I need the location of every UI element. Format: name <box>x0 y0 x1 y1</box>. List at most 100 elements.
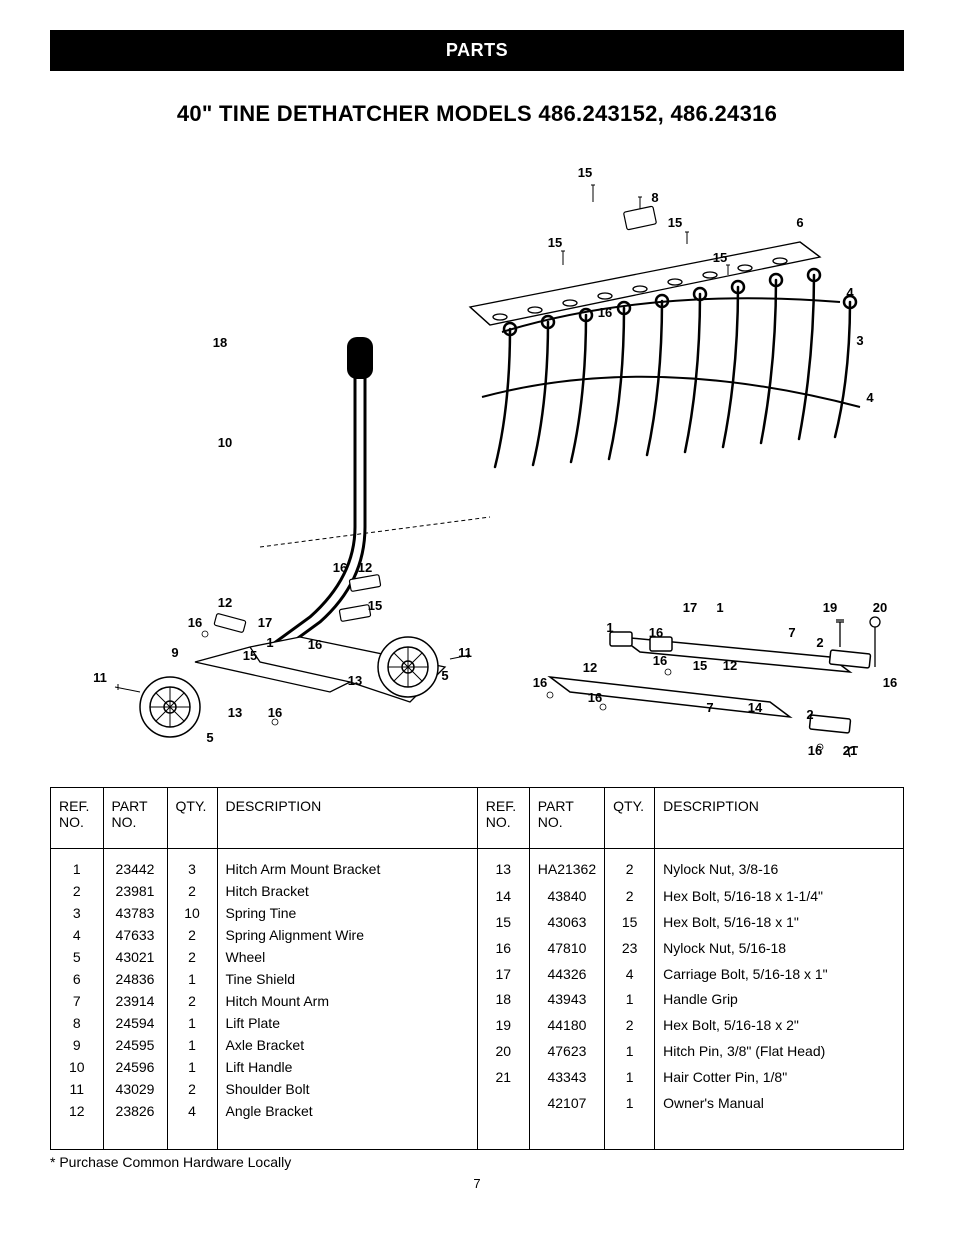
cell-qty: 2 <box>605 885 655 911</box>
cell-ref: 12 <box>51 1100 103 1149</box>
cell-part: 44180 <box>529 1014 604 1040</box>
table-row: 18439431Handle Grip <box>477 988 903 1014</box>
cell-part: 23981 <box>103 880 167 902</box>
table-row: 34378310Spring Tine <box>51 902 477 924</box>
cell-desc: Angle Bracket <box>217 1100 477 1149</box>
svg-text:4: 4 <box>866 390 874 405</box>
cell-part: 43840 <box>529 885 604 911</box>
cell-qty: 1 <box>167 1012 217 1034</box>
cell-ref: 6 <box>51 968 103 990</box>
cell-desc: Hitch Pin, 3/8" (Flat Head) <box>655 1040 903 1066</box>
svg-text:4: 4 <box>846 285 854 300</box>
svg-text:12: 12 <box>218 595 232 610</box>
cell-qty: 4 <box>167 1100 217 1149</box>
table-row: 9245951Axle Bracket <box>51 1034 477 1056</box>
cell-ref: 2 <box>51 880 103 902</box>
svg-text:16: 16 <box>649 625 663 640</box>
cell-qty: 1 <box>167 1034 217 1056</box>
cell-ref: 13 <box>477 849 529 886</box>
parts-tables: REF.NO. PARTNO. QTY. DESCRIPTION 1234423… <box>50 787 904 1150</box>
svg-text:20: 20 <box>873 600 887 615</box>
cell-ref: 10 <box>51 1056 103 1078</box>
cell-ref: 17 <box>477 963 529 989</box>
svg-text:16: 16 <box>598 305 612 320</box>
table-row: 19441802Hex Bolt, 5/16-18 x 2" <box>477 1014 903 1040</box>
cell-ref: 14 <box>477 885 529 911</box>
svg-text:11: 11 <box>93 670 107 685</box>
cell-part: 24595 <box>103 1034 167 1056</box>
exploded-diagram: 1581561515416183410161212151711920161711… <box>50 147 904 767</box>
section-header: PARTS <box>50 30 904 71</box>
cell-desc: Hitch Mount Arm <box>217 990 477 1012</box>
table-row: 8245941Lift Plate <box>51 1012 477 1034</box>
svg-text:15: 15 <box>668 215 682 230</box>
svg-text:5: 5 <box>441 668 448 683</box>
cell-part: 43021 <box>103 946 167 968</box>
cell-ref: 5 <box>51 946 103 968</box>
cell-desc: Lift Plate <box>217 1012 477 1034</box>
svg-text:19: 19 <box>823 600 837 615</box>
cell-part: 47623 <box>529 1040 604 1066</box>
cell-part: 47633 <box>103 924 167 946</box>
cell-ref: 18 <box>477 988 529 1014</box>
table-row: 5430212Wheel <box>51 946 477 968</box>
cell-qty: 1 <box>167 1056 217 1078</box>
cell-desc: Hitch Arm Mount Bracket <box>217 849 477 881</box>
svg-text:16: 16 <box>333 560 347 575</box>
cell-part: 24594 <box>103 1012 167 1034</box>
cell-qty: 1 <box>605 1092 655 1149</box>
cell-desc: Tine Shield <box>217 968 477 990</box>
cell-qty: 15 <box>605 911 655 937</box>
table-row: 17443264Carriage Bolt, 5/16-18 x 1" <box>477 963 903 989</box>
cell-qty: 2 <box>605 849 655 886</box>
svg-text:7: 7 <box>788 625 795 640</box>
svg-text:5: 5 <box>206 730 213 745</box>
svg-text:13: 13 <box>228 705 242 720</box>
cell-desc: Lift Handle <box>217 1056 477 1078</box>
cell-desc: Hex Bolt, 5/16-18 x 2" <box>655 1014 903 1040</box>
svg-text:15: 15 <box>578 165 592 180</box>
table-row: 4476332Spring Alignment Wire <box>51 924 477 946</box>
cell-desc: Nylock Nut, 5/16-18 <box>655 937 903 963</box>
svg-text:16: 16 <box>653 653 667 668</box>
cell-ref: 3 <box>51 902 103 924</box>
table-row: 2239812Hitch Bracket <box>51 880 477 902</box>
cell-qty: 2 <box>605 1014 655 1040</box>
footnote: * Purchase Common Hardware Locally <box>50 1154 904 1170</box>
cell-qty: 2 <box>167 946 217 968</box>
cell-qty: 4 <box>605 963 655 989</box>
cell-desc: Hex Bolt, 5/16-18 x 1-1/4" <box>655 885 903 911</box>
svg-text:8: 8 <box>651 190 658 205</box>
svg-text:16: 16 <box>308 637 322 652</box>
cell-ref: 9 <box>51 1034 103 1056</box>
cell-desc: Carriage Bolt, 5/16-18 x 1" <box>655 963 903 989</box>
cell-ref: 1 <box>51 849 103 881</box>
cell-qty: 23 <box>605 937 655 963</box>
cell-desc: Hex Bolt, 5/16-18 x 1" <box>655 911 903 937</box>
svg-text:2: 2 <box>816 635 823 650</box>
parts-table-right: REF.NO. PARTNO. QTY. DESCRIPTION 13HA213… <box>477 788 903 1149</box>
table-row: 12238264Angle Bracket <box>51 1100 477 1149</box>
svg-text:3: 3 <box>856 333 863 348</box>
page-number: 7 <box>50 1176 904 1191</box>
svg-text:15: 15 <box>368 598 382 613</box>
svg-text:1: 1 <box>266 635 273 650</box>
parts-table-left: REF.NO. PARTNO. QTY. DESCRIPTION 1234423… <box>51 788 477 1149</box>
svg-text:15: 15 <box>243 648 257 663</box>
cell-desc: Axle Bracket <box>217 1034 477 1056</box>
cell-part: 23442 <box>103 849 167 881</box>
table-row: 14438402Hex Bolt, 5/16-18 x 1-1/4" <box>477 885 903 911</box>
svg-text:9: 9 <box>171 645 178 660</box>
th-qty: QTY. <box>167 788 217 849</box>
cell-part: 43943 <box>529 988 604 1014</box>
cell-qty: 2 <box>167 924 217 946</box>
svg-text:12: 12 <box>358 560 372 575</box>
svg-text:15: 15 <box>693 658 707 673</box>
table-row: 13HA213622Nylock Nut, 3/8-16 <box>477 849 903 886</box>
cell-part: HA21362 <box>529 849 604 886</box>
table-row: 421071Owner's Manual <box>477 1092 903 1149</box>
cell-qty: 10 <box>167 902 217 924</box>
svg-text:14: 14 <box>748 700 763 715</box>
th-qty: QTY. <box>605 788 655 849</box>
svg-text:12: 12 <box>723 658 737 673</box>
